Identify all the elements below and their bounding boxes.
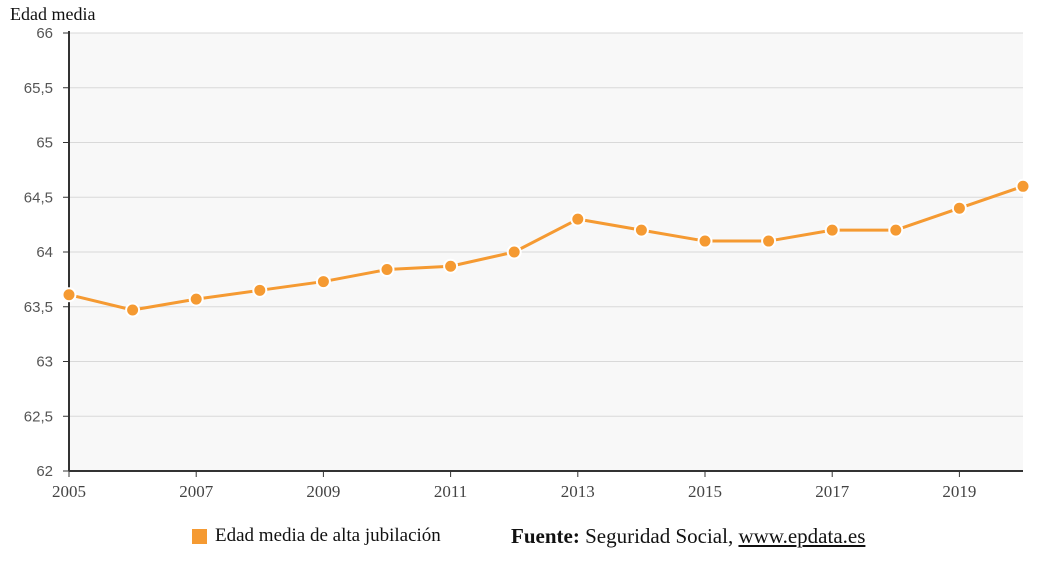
- data-point: [633, 222, 649, 238]
- data-point: [888, 222, 904, 238]
- data-point: [1015, 178, 1031, 194]
- y-tick-label: 63,5: [24, 299, 53, 316]
- data-point: [761, 233, 777, 249]
- source-label: Fuente:: [511, 524, 580, 548]
- data-point: [824, 222, 840, 238]
- legend: Edad media de alta jubilación: [192, 525, 441, 547]
- source-link[interactable]: www.epdata.es: [738, 524, 866, 548]
- x-tick-label: 2011: [434, 482, 467, 501]
- legend-swatch: [192, 528, 207, 544]
- data-point: [252, 282, 268, 298]
- data-point: [570, 211, 586, 227]
- y-axis-ticks: 62 62,5 63 63,5 64 64,5 65 65,5 66: [24, 25, 69, 480]
- x-tick-label: 2019: [942, 482, 976, 501]
- x-tick-label: 2017: [815, 482, 850, 501]
- data-point: [188, 291, 204, 307]
- data-point: [951, 200, 967, 216]
- data-point: [125, 302, 141, 318]
- data-point: [315, 274, 331, 290]
- y-tick-label: 65: [36, 135, 53, 152]
- source-text: Seguridad Social,: [585, 524, 734, 548]
- y-tick-label: 64,5: [24, 189, 53, 206]
- x-axis-ticks: 2005 2007 2009 2011 2013 2015 2017 2019: [52, 471, 976, 501]
- data-point: [443, 258, 459, 274]
- series-layer: [61, 178, 1031, 318]
- y-tick-label: 63: [36, 354, 53, 371]
- y-tick-label: 62: [36, 463, 53, 480]
- data-point: [697, 233, 713, 249]
- axes: [68, 31, 1023, 472]
- x-tick-label: 2005: [52, 482, 86, 501]
- legend-label: Edad media de alta jubilación: [215, 525, 441, 546]
- y-tick-label: 66: [36, 25, 53, 42]
- data-point: [61, 287, 77, 303]
- series-line: [68, 184, 1024, 312]
- x-tick-label: 2013: [561, 482, 595, 501]
- y-tick-label: 65,5: [24, 80, 53, 97]
- y-tick-label: 64: [36, 244, 53, 261]
- y-tick-label: 62,5: [24, 408, 53, 425]
- data-point: [506, 244, 522, 260]
- x-tick-label: 2007: [179, 482, 214, 501]
- x-tick-label: 2009: [306, 482, 340, 501]
- y-axis-title: Edad media: [10, 4, 96, 24]
- x-tick-label: 2015: [688, 482, 722, 501]
- data-point: [379, 262, 395, 278]
- source-note: Fuente: Seguridad Social, www.epdata.es: [511, 524, 865, 549]
